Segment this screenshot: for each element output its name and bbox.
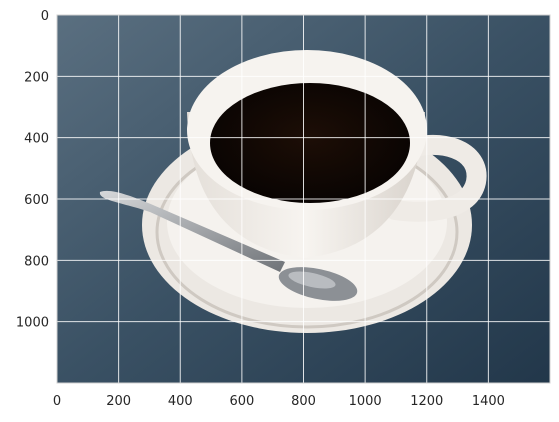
x-tick-label: 0	[53, 394, 61, 409]
y-axis: 0 200 400 600 800 1000	[16, 9, 49, 331]
x-tick-label: 1400	[472, 394, 505, 409]
y-tick-label: 0	[41, 9, 49, 24]
x-tick-label: 600	[229, 394, 254, 409]
x-tick-label: 1200	[410, 394, 443, 409]
cup-handle	[385, 135, 487, 222]
x-tick-label: 800	[291, 394, 316, 409]
y-tick-label: 400	[24, 132, 49, 147]
y-tick-label: 1000	[16, 316, 49, 331]
axes-frame	[56, 14, 551, 384]
y-tick-label: 200	[24, 70, 49, 85]
spoon-bowl-highlight	[288, 271, 336, 289]
x-tick-label: 200	[106, 394, 131, 409]
x-tick-label: 1000	[349, 394, 382, 409]
grid	[57, 15, 550, 383]
x-axis: 0 200 400 600 800 1000 1200 1400	[53, 394, 505, 409]
y-tick-label: 600	[24, 193, 49, 208]
y-tick-label: 800	[24, 254, 49, 269]
spoon-handle	[99, 190, 286, 272]
x-tick-label: 400	[168, 394, 193, 409]
coffee	[210, 83, 410, 203]
